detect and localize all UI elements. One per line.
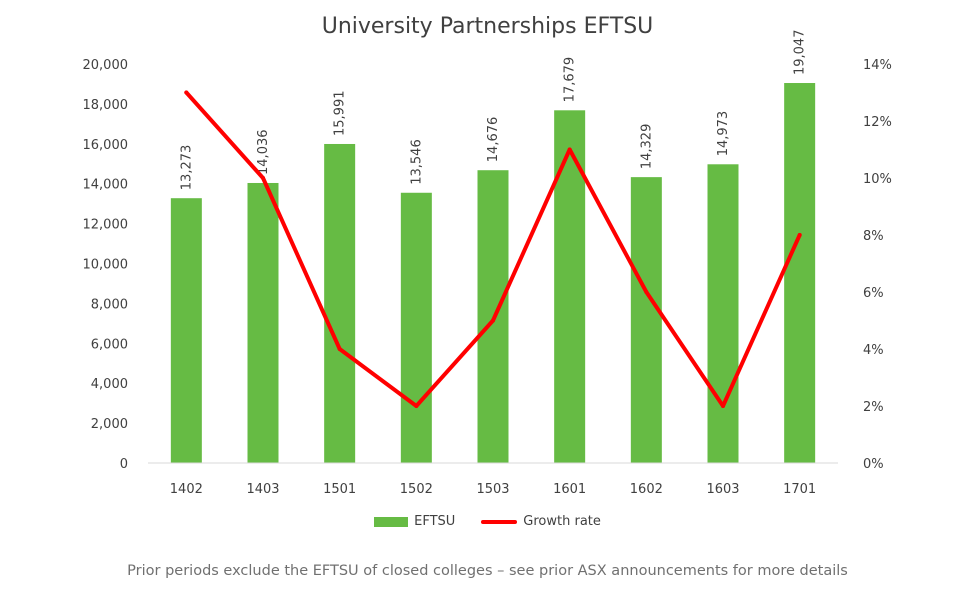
- left-axis-tick-label: 2,000: [91, 417, 128, 432]
- bar-data-label: 14,329: [639, 124, 654, 170]
- bar-data-label: 14,036: [256, 129, 271, 175]
- right-axis-tick-label: 2%: [863, 400, 884, 415]
- left-axis-tick-label: 20,000: [83, 58, 129, 73]
- right-axis-tick-label: 6%: [863, 286, 884, 301]
- bar-data-label: 17,679: [563, 57, 578, 103]
- legend-label-growth-rate: Growth rate: [523, 514, 601, 529]
- legend-label-eftsu: EFTSU: [414, 514, 456, 529]
- x-axis-category-label: 1502: [400, 482, 433, 497]
- left-axis-tick-label: 16,000: [83, 138, 129, 153]
- line-point-growth-rate: [414, 404, 419, 408]
- bar-eftsu: [247, 182, 279, 463]
- footnote: Prior periods exclude the EFTSU of close…: [127, 563, 848, 579]
- bar-data-label: 14,676: [486, 117, 501, 163]
- bar-eftsu: [630, 177, 662, 463]
- bar-data-label: 19,047: [793, 30, 808, 76]
- x-axis-category-label: 1701: [783, 482, 816, 497]
- chart-title: University Partnerships EFTSU: [321, 14, 654, 39]
- left-axis-tick-label: 4,000: [91, 377, 128, 392]
- bar-eftsu: [707, 164, 739, 464]
- bar-eftsu: [554, 110, 586, 463]
- legend-item-eftsu: EFTSU: [374, 514, 455, 529]
- bar-data-label: 13,546: [409, 139, 424, 185]
- bar-data-label: 15,991: [333, 90, 348, 136]
- left-axis-tick-label: 6,000: [91, 337, 128, 352]
- left-axis-tick-label: 14,000: [83, 178, 129, 193]
- x-axis-category-label: 1503: [476, 482, 509, 497]
- line-point-growth-rate: [491, 318, 495, 323]
- right-axis-tick-label: 10%: [863, 172, 892, 187]
- bar-eftsu: [324, 143, 356, 463]
- x-axis-category-label: 1403: [246, 482, 279, 497]
- bar-eftsu: [170, 198, 202, 463]
- line-point-growth-rate: [721, 404, 725, 408]
- line-point-growth-rate: [337, 347, 342, 351]
- right-axis-tick-label: 0%: [863, 457, 884, 472]
- x-axis-category-label: 1402: [170, 482, 203, 497]
- right-axis-tick-label: 14%: [863, 58, 892, 73]
- right-axis-tick-label: 12%: [863, 115, 892, 130]
- left-axis-tick-label: 12,000: [83, 218, 129, 233]
- left-axis-tick-label: 10,000: [83, 258, 129, 273]
- line-point-growth-rate: [797, 233, 802, 237]
- line-point-growth-rate: [567, 147, 572, 152]
- left-axis-tick-label: 0: [120, 457, 128, 472]
- x-axis-category-label: 1601: [553, 482, 586, 497]
- line-point-growth-rate: [261, 176, 265, 180]
- legend-item-growth-rate: Growth rate: [481, 514, 601, 529]
- legend-swatch-line: [481, 519, 518, 524]
- x-axis-category-label: 1602: [630, 482, 663, 497]
- left-axis-tick-label: 8,000: [91, 297, 128, 312]
- bar-eftsu: [784, 83, 816, 463]
- left-axis-tick-label: 18,000: [83, 98, 129, 113]
- chart-legend: EFTSU Growth rate: [0, 514, 975, 529]
- bar-data-label: 14,973: [716, 111, 731, 157]
- legend-swatch-bar: [374, 516, 409, 527]
- bar-eftsu: [400, 192, 432, 463]
- line-point-growth-rate: [184, 90, 189, 95]
- right-axis-tick-label: 4%: [863, 343, 884, 358]
- right-axis-tick-label: 8%: [863, 229, 884, 244]
- bar-data-label: 13,273: [179, 145, 194, 191]
- line-point-growth-rate: [644, 290, 649, 294]
- x-axis-category-label: 1603: [706, 482, 739, 497]
- x-axis-category-label: 1501: [323, 482, 356, 497]
